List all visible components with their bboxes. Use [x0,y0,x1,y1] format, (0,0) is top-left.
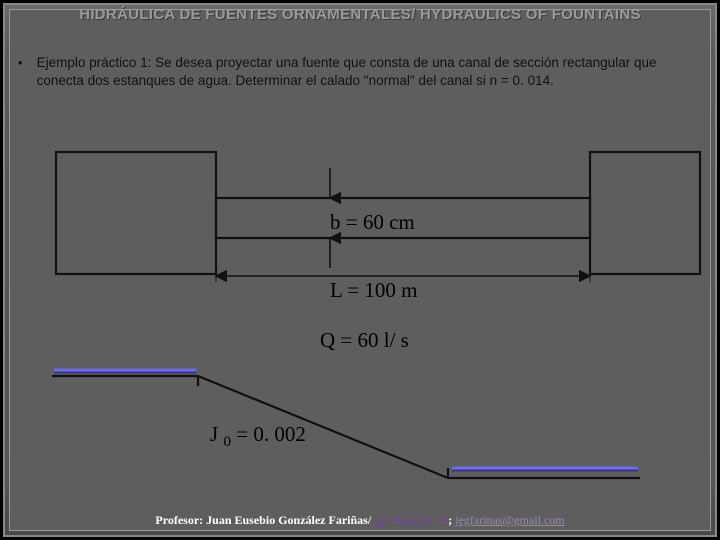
label-b: b = 60 cm [330,210,415,235]
label-J0: J 0 = 0. 002 [210,422,306,451]
footer: Profesor: Juan Eusebio González Fariñas/… [0,513,720,528]
label-L: L = 100 m [330,278,417,303]
problem-text: Ejemplo práctico 1: Se desea proyectar u… [37,54,696,90]
footer-link-1[interactable]: jgfarina@ull.es [374,513,448,527]
slide-title: HIDRÁULICA DE FUENTES ORNAMENTALES/ HYDR… [0,6,720,23]
label-J0-post: = 0. 002 [231,422,306,446]
footer-prefix: Profesor: Juan Eusebio González Fariñas/ [155,513,374,527]
label-J0-sub: 0 [223,434,231,450]
footer-link-2[interactable]: jegfarinas@gmail.com [455,513,564,527]
bullet-symbol: • [18,54,23,90]
label-J0-pre: J [210,422,223,446]
problem-statement: • Ejemplo práctico 1: Se desea proyectar… [18,54,696,90]
label-Q: Q = 60 l/ s [320,328,409,353]
